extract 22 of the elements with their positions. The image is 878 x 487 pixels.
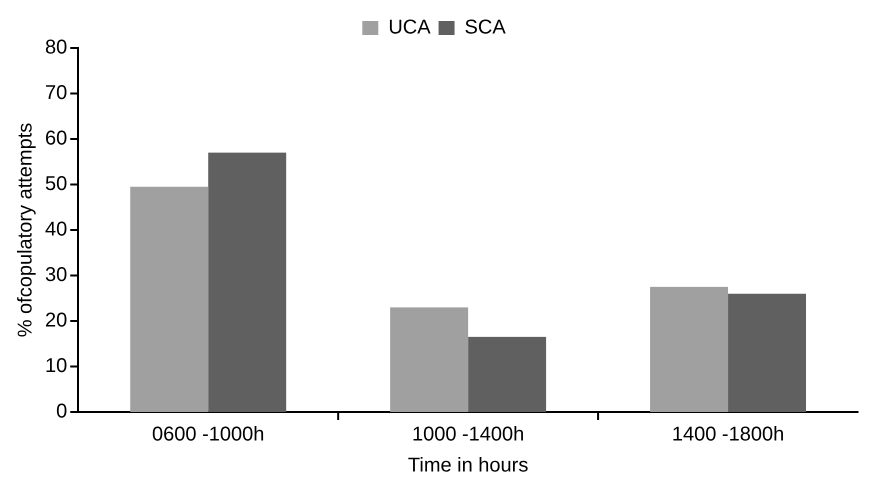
x-tick-label: 1400 -1800h <box>672 424 784 446</box>
y-axis-title: % ofcopulatory attempts <box>14 122 37 338</box>
bar <box>468 336 546 412</box>
y-tick-label: 60 <box>44 128 68 150</box>
x-tick-label: 0600 -1000h <box>152 424 264 446</box>
y-tick-label: 40 <box>44 218 68 241</box>
bar <box>130 186 208 412</box>
y-tick-label: 50 <box>44 173 68 196</box>
bar <box>208 152 286 412</box>
bar <box>650 286 728 412</box>
legend-label: UCA <box>388 16 432 39</box>
x-axis-title: Time in hours <box>408 454 528 477</box>
bar <box>728 294 806 412</box>
y-tick-label: 10 <box>44 355 68 378</box>
y-tick-label: 80 <box>44 36 68 59</box>
y-tick-label: 70 <box>44 82 68 104</box>
y-tick-label: 30 <box>44 264 68 286</box>
x-tick-label: 1000 -1400h <box>412 424 524 446</box>
legend-label: SCA <box>464 16 506 39</box>
bar <box>390 307 468 412</box>
y-tick-label: 20 <box>44 310 68 332</box>
y-tick-label: 0 <box>56 400 68 423</box>
